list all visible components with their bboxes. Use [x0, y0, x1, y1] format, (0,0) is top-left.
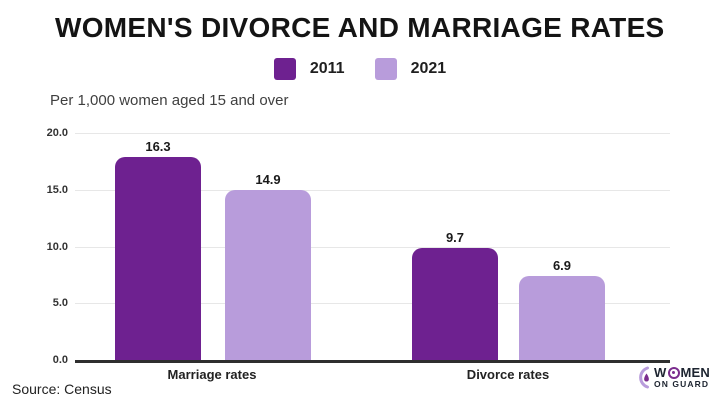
logo-line-women: W MEN	[654, 366, 710, 379]
bar-value-label: 14.9	[255, 172, 281, 187]
source-note: Source: Census	[12, 381, 112, 397]
gridline-10	[75, 246, 670, 248]
bar-2021-marriage-rates	[225, 190, 311, 360]
bar-value-label: 6.9	[552, 258, 572, 273]
legend-swatch-2011	[273, 58, 296, 80]
legend: 2011 2021	[0, 58, 720, 80]
bar-2021-divorce-rates	[519, 276, 605, 360]
logo-letter-w: W	[654, 365, 667, 381]
y-tick-label: 15.0	[46, 183, 68, 196]
women-on-guard-logo: W MEN ON GUARD	[636, 366, 710, 389]
legend-item-2021: 2021	[374, 58, 447, 80]
legend-item-2011: 2011	[273, 58, 345, 80]
legend-swatch-2021	[374, 58, 397, 80]
chart-subtitle: Per 1,000 women aged 15 and over	[50, 92, 289, 109]
y-tick-label: 20.0	[46, 127, 68, 139]
women-on-guard-logo-icon	[639, 366, 650, 389]
category-label-marriage-rates: Marriage rates	[167, 367, 257, 382]
bar-value-label: 9.7	[445, 230, 465, 245]
logo-letters-men: MEN	[680, 365, 710, 381]
bar-2011-marriage-rates	[115, 157, 201, 360]
logo-line-on-guard: ON GUARD	[654, 379, 710, 390]
y-tick-label: 0.0	[52, 354, 68, 366]
bar-2011-divorce-rates	[412, 248, 498, 360]
logo-o-symbol-icon	[667, 366, 680, 379]
category-label-divorce-rates: Divorce rates	[466, 367, 550, 382]
gridline-20	[75, 133, 670, 134]
bar-value-label: 16.3	[145, 139, 171, 154]
logo-text: W MEN ON GUARD	[654, 366, 710, 389]
bar-chart-plot-area: 16.3 14.9 9.7 6.9	[75, 133, 670, 363]
legend-label-2021: 2021	[410, 60, 447, 77]
y-tick-label: 10.0	[46, 240, 68, 253]
legend-label-2011: 2011	[309, 60, 345, 77]
chart-title: WOMEN'S DIVORCE AND MARRIAGE RATES	[55, 12, 665, 43]
gridline-5	[75, 303, 670, 305]
y-tick-label: 5.0	[52, 297, 68, 310]
gridline-15	[75, 189, 670, 191]
